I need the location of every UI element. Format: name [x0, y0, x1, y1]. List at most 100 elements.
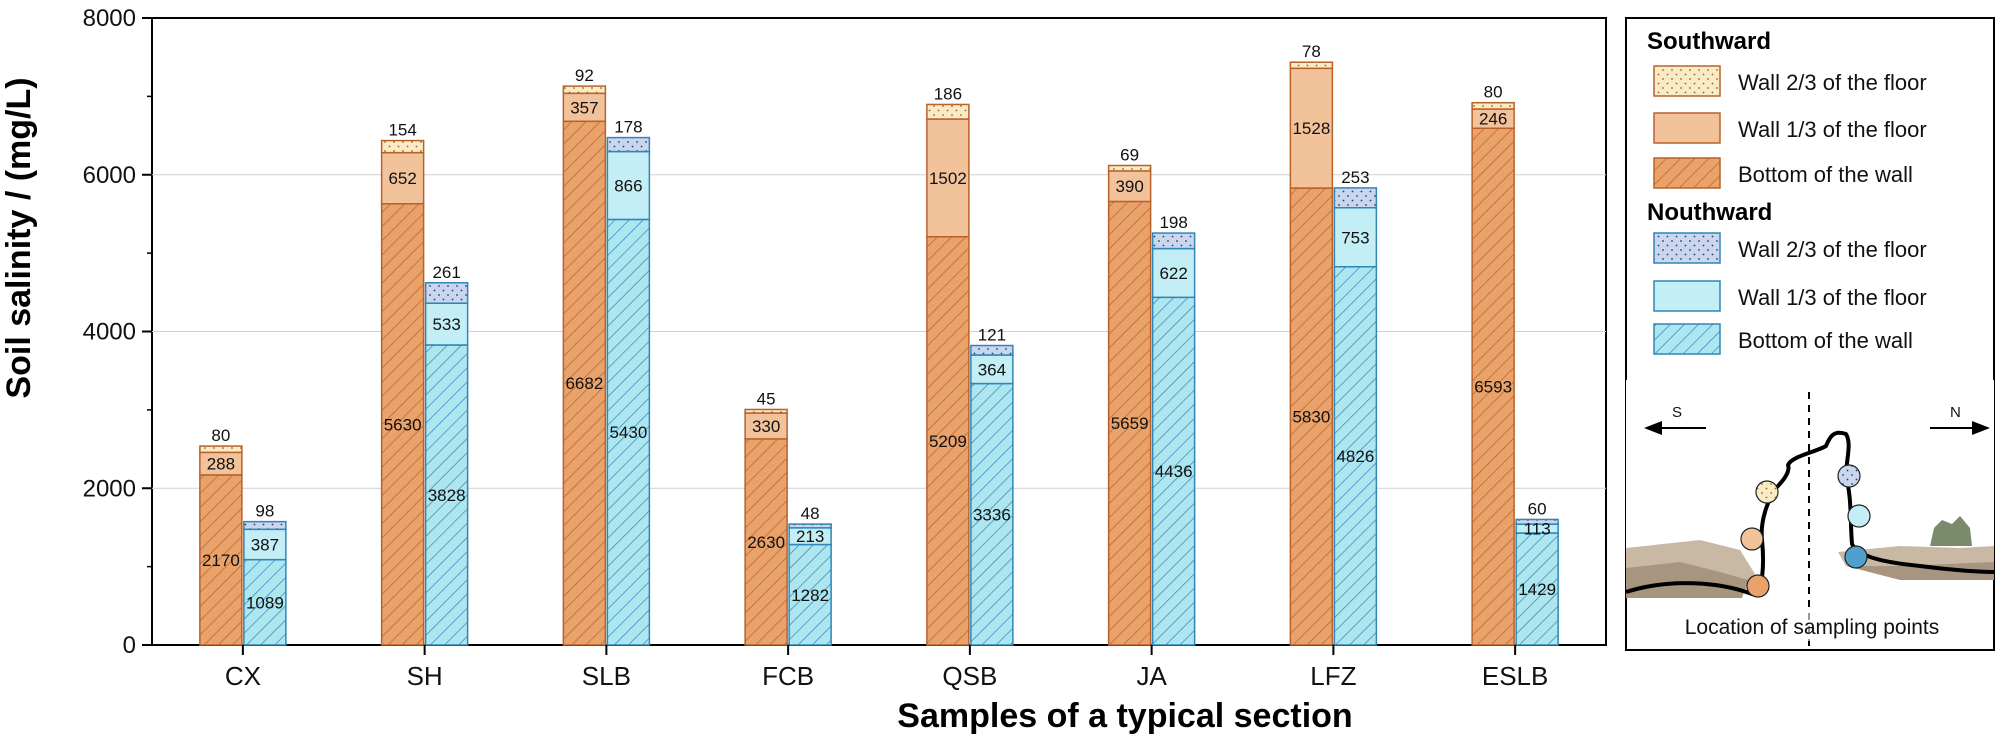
label-north-bottom-fcb: 1282 — [791, 586, 829, 605]
bar-north-wall13-ja — [1151, 247, 1196, 299]
label-north-wall13-slb: 866 — [614, 176, 642, 195]
label-north-wall13-cx: 387 — [251, 535, 279, 554]
legend-swatch-north-wall23 — [1653, 232, 1721, 264]
x-tick-label-ja: JA — [1136, 661, 1167, 691]
bar-south-wall13-fcb — [744, 412, 788, 440]
bar-north-bottom-fcb — [788, 543, 832, 646]
y-tick-label-4000: 4000 — [83, 319, 136, 346]
label-north-wall23-fcb: 48 — [801, 504, 820, 523]
bars — [199, 61, 1559, 646]
legend-north-bottom-label: Bottom of the wall — [1738, 328, 1913, 353]
legend-swatch-north-wall13 — [1653, 280, 1721, 312]
legend-nouthward-heading: Nouthward — [1647, 199, 1772, 226]
bar-north-wall23-fcb — [788, 523, 832, 529]
label-south-bottom-ja: 5659 — [1111, 414, 1149, 433]
bar-south-wall23-qsb — [926, 103, 970, 120]
label-north-bottom-slb: 5430 — [609, 423, 647, 442]
legend-swatch-north-bottom — [1653, 323, 1721, 355]
bar-north-bottom-sh — [424, 344, 469, 646]
label-south-bottom-sh: 5630 — [384, 415, 422, 434]
label-south-bottom-fcb: 2630 — [747, 533, 785, 552]
label-south-wall23-lfz: 78 — [1302, 42, 1321, 61]
y-axis-title: Soil salinity / (mg/L) — [0, 77, 38, 398]
bar-north-wall23-slb — [606, 136, 651, 153]
label-south-wall13-eslb: 246 — [1479, 110, 1507, 129]
bar-north-wall13-sh — [424, 302, 469, 346]
label-south-wall23-cx: 80 — [211, 426, 230, 445]
label-south-wall23-eslb: 80 — [1484, 83, 1503, 102]
legend-north-wall23-label: Wall 2/3 of the floor — [1738, 237, 1927, 262]
y-axis: 0 2000 4000 6000 8000 — [83, 5, 152, 659]
label-north-bottom-ja: 4436 — [1155, 462, 1193, 481]
bar-south-wall23-lfz — [1289, 61, 1334, 70]
inset-point-north-wall13 — [1847, 504, 1871, 528]
label-south-bottom-eslb: 6593 — [1474, 378, 1512, 397]
inset-caption-bg — [1648, 611, 1978, 641]
inset-ground-left-shade — [1626, 562, 1748, 598]
label-north-wall13-lfz: 753 — [1341, 228, 1369, 247]
bar-north-wall13-slb — [606, 150, 651, 221]
bar-north-wall23-eslb — [1515, 518, 1559, 525]
bar-south-wall23-sh — [380, 139, 425, 154]
label-south-wall13-cx: 288 — [207, 455, 235, 474]
bar-north-wall13-qsb — [970, 354, 1014, 385]
label-south-wall13-lfz: 1528 — [1292, 119, 1330, 138]
label-north-bottom-sh: 3828 — [428, 486, 466, 505]
bar-south-wall23-fcb — [744, 408, 788, 414]
legend-south-wall23-label: Wall 2/3 of the floor — [1738, 70, 1927, 95]
label-south-wall13-sh: 652 — [388, 169, 416, 188]
bar-south-wall23-ja — [1107, 164, 1152, 172]
inset-caption: Location of sampling points — [1685, 616, 1940, 639]
x-tick-label-slb: SLB — [582, 661, 631, 691]
label-north-wall13-ja: 622 — [1159, 264, 1187, 283]
label-north-wall23-slb: 178 — [614, 118, 642, 137]
y-tick-label-0: 0 — [123, 632, 136, 659]
label-south-wall23-fcb: 45 — [757, 389, 776, 408]
bar-south-wall13-qsb — [926, 118, 970, 238]
inset-point-north-wall23 — [1837, 464, 1861, 488]
legend-swatch-south-bottom — [1653, 157, 1721, 189]
arrow-left-icon — [1644, 421, 1706, 435]
bar-north-bottom-ja — [1151, 296, 1196, 646]
bar-south-bottom-fcb — [744, 438, 788, 646]
inset-point-north-bottom — [1844, 545, 1868, 569]
bar-north-wall23-sh — [424, 282, 469, 304]
bar-south-bottom-eslb — [1471, 127, 1515, 646]
label-north-wall23-cx: 98 — [255, 502, 274, 521]
x-axis: CX SH SLB FCB QSB JA LFZ ESLB — [225, 645, 1549, 691]
x-tick-label-eslb: ESLB — [1482, 661, 1549, 691]
label-south-wall23-slb: 92 — [575, 66, 594, 85]
x-tick-label-fcb: FCB — [762, 661, 814, 691]
x-axis-title: Samples of a typical section — [897, 697, 1352, 735]
bar-north-wall23-lfz — [1333, 187, 1378, 209]
x-tick-label-qsb: QSB — [942, 661, 997, 691]
label-north-wall23-lfz: 253 — [1341, 168, 1369, 187]
label-north-wall23-qsb: 121 — [978, 326, 1006, 345]
bar-north-bottom-qsb — [970, 382, 1014, 646]
bar-north-wall13-lfz — [1333, 206, 1378, 268]
label-north-wall23-eslb: 60 — [1528, 499, 1547, 518]
label-south-wall13-qsb: 1502 — [929, 169, 967, 188]
label-south-bottom-slb: 6682 — [565, 374, 603, 393]
label-south-wall23-qsb: 186 — [934, 84, 962, 103]
legend-south-wall13-label: Wall 1/3 of the floor — [1738, 117, 1927, 142]
inset-direction-south: S — [1672, 404, 1682, 421]
inset-point-south-wall23 — [1755, 480, 1779, 504]
legend-swatch-south-wall13 — [1653, 112, 1721, 144]
y-tick-label-2000: 2000 — [83, 475, 136, 502]
x-tick-label-lfz: LFZ — [1310, 661, 1356, 691]
bar-south-bottom-ja — [1107, 200, 1152, 646]
inset-point-south-wall13 — [1740, 527, 1764, 551]
label-south-wall13-ja: 390 — [1115, 177, 1143, 196]
inset-direction-north: N — [1950, 404, 1961, 421]
legend-north-wall13-label: Wall 1/3 of the floor — [1738, 285, 1927, 310]
label-north-wall23-ja: 198 — [1159, 213, 1187, 232]
inset-trees — [1930, 516, 1972, 546]
bar-north-wall23-qsb — [970, 344, 1014, 356]
label-north-bottom-cx: 1089 — [246, 593, 284, 612]
legend-swatch-south-wall23 — [1653, 65, 1721, 97]
bar-north-bottom-eslb — [1515, 532, 1559, 646]
sampling-location-inset: S N Location of sampling points — [1626, 380, 1994, 648]
value-labels: 2170 288 80 1089 387 98 5630 652 154 3828 533 261 66… — [202, 42, 1556, 612]
